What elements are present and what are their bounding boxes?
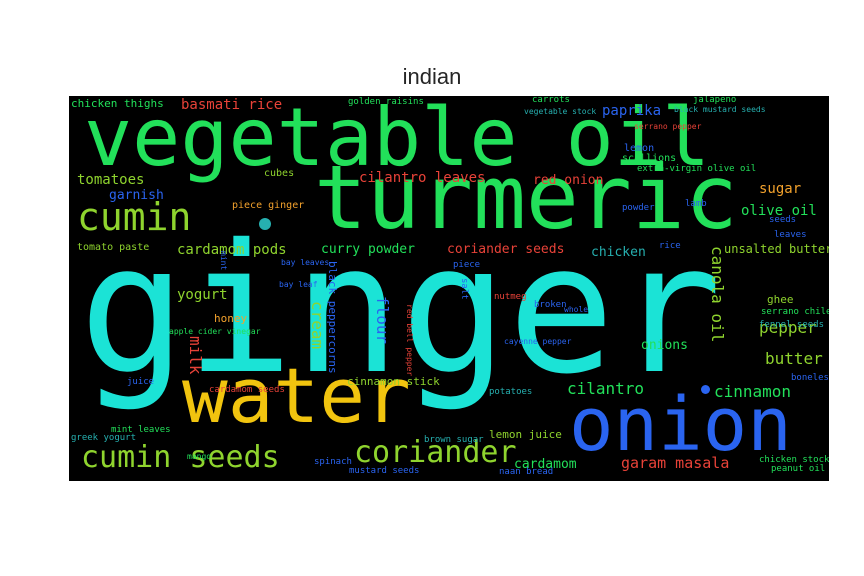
word-chicken-thighs: chicken thighs [71,97,164,110]
word-cumin: cumin [77,195,192,239]
word-jalapeno: jalapeno [693,96,737,105]
word-tomatoes: tomatoes [77,172,145,188]
word-basmati-rice: basmati rice [181,97,283,113]
word-piece-ginger: piece ginger [232,200,305,211]
word-coriander-seeds: coriander seeds [447,242,565,257]
word-potatoes: potatoes [489,387,533,397]
word-garnish: garnish [109,188,164,203]
word-flour: flour [373,296,392,345]
word-seeds: seeds [769,215,797,225]
word-extra-virgin-olive-oil: extra-virgin olive oil [637,164,757,174]
word-red-onion: red onion [533,173,604,188]
word-brown-sugar: brown sugar [424,435,484,445]
word-boneless: boneless [791,373,829,383]
word-cilantro: cilantro [567,379,645,398]
dot-mark [259,218,271,230]
word-curry-powder: curry powder [321,242,415,257]
word-spinach: spinach [314,457,352,467]
word-lemon-juice: lemon juice [489,428,562,441]
word-chicken-stock: chicken stock [759,455,829,465]
word-cubes: cubes [264,168,295,179]
word-black-peppercorns: black peppercorns [326,261,339,374]
word-broken: broken [534,300,567,310]
word-unsalted-butter: unsalted butter [724,242,829,256]
word-scallions: scallions [622,153,677,164]
word-honey: honey [214,312,248,325]
word-water: water [182,351,411,440]
word-tomato-paste: tomato paste [77,242,150,253]
word-greek-yogurt: greek yogurt [71,433,137,443]
word-cinnamon: cinnamon [714,382,792,401]
word-coriander: coriander [354,435,517,470]
dot-mark [701,385,710,394]
word-cloud: ginger vegetable oil turmeric water onion cum… [69,96,829,481]
word-cream: cream [308,301,327,350]
word-carrots: carrots [532,96,570,105]
word-mango: mango [187,452,212,461]
word-salt: salt [459,278,469,300]
word-whole: whole [564,305,589,314]
word-garam-masala: garam masala [621,454,730,472]
word-turmeric: turmeric [314,146,738,249]
word-mustard-seeds: mustard seeds [349,466,420,476]
word-rice: rice [659,241,681,251]
word-red-bell-pepper: red bell pepper [405,304,414,377]
word-serrano-pepper: serrano pepper [634,122,702,131]
word-powder: powder [622,203,655,213]
word-apple-cider-vinegar: apple cider vinegar [169,327,261,336]
word-serrano-chile: serrano chile [761,307,829,317]
word-fennel-seeds: fennel seeds [759,320,825,330]
word-olive-oil: olive oil [741,203,817,219]
word-onion: onion [569,382,792,468]
word-piece: piece [453,260,481,270]
word-cayenne-pepper: cayenne pepper [504,337,572,346]
word-golden-raisins: golden raisins [348,97,424,107]
word-peanut-oil: peanut oil [771,464,826,474]
word-cinnamon-stick: cinnamon stick [347,375,440,388]
word-cilantro-leaves: cilantro leaves [359,170,486,186]
word-canola-oil: canola oil [708,246,727,343]
word-lamb: lamb [685,199,707,209]
word-pepper: pepper [759,318,817,337]
word-cumin-seeds: cumin seeds [81,440,280,475]
word-mint: mint [219,251,228,271]
word-black-mustard-seeds: black mustard seeds [674,105,766,114]
word-mint-leaves: mint leaves [111,425,171,435]
word-naan-bread: naan bread [499,467,554,477]
word-paprika: paprika [602,103,662,119]
chart-title: indian [402,64,462,89]
word-milk: milk [186,336,205,375]
word-bay-leaves: bay leaves [281,258,330,267]
word-yogurt: yogurt [177,287,228,303]
word-juice: juice [127,377,155,387]
word-leaves: leaves [774,230,807,240]
word-cardamom-seeds: cardamom seeds [209,385,285,395]
word-bay-leaf: bay leaf [279,280,318,289]
word-ghee: ghee [767,293,794,306]
word-nutmeg: nutmeg [494,292,527,302]
word-vegetable-oil: vegetable oil [84,96,711,184]
word-cardamom: cardamom [514,457,577,472]
word-butter: butter [765,349,823,368]
word-vegetable-stock: vegetable stock [524,107,597,116]
word-ginger: ginger [79,206,722,413]
word-onions: onions [641,338,688,353]
word-sugar: sugar [759,181,802,197]
word-lemon: lemon [624,143,655,154]
word-chicken: chicken [591,245,646,260]
word-cardamom-pods: cardamom pods [177,242,287,258]
